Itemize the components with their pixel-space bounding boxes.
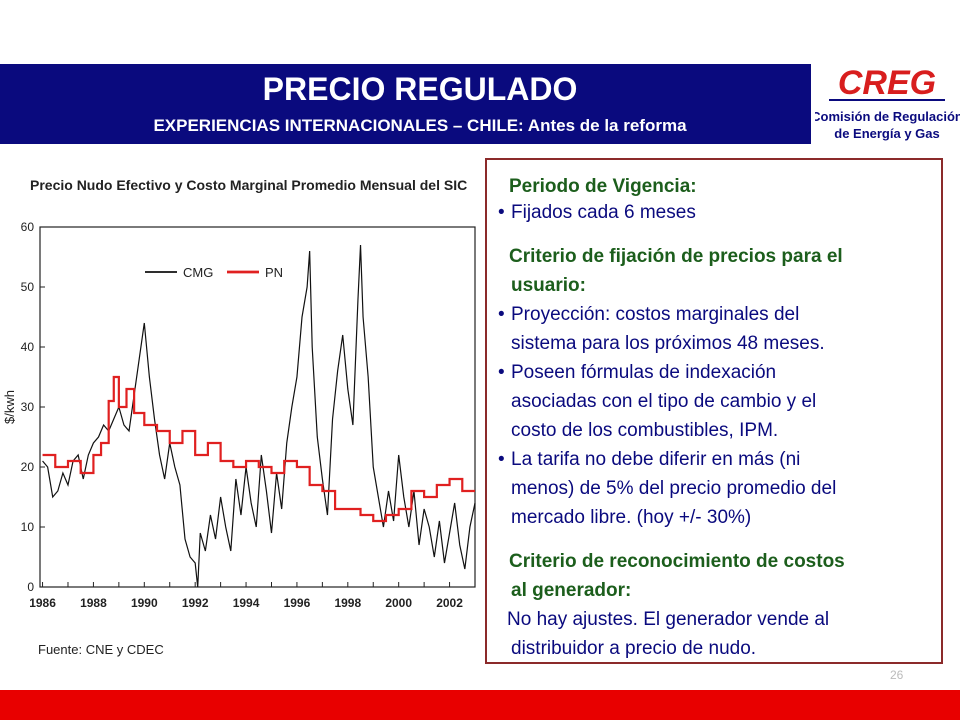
header-bar: [0, 64, 811, 144]
bullet3-line2: menos) de 5% del precio promedio del: [511, 478, 837, 499]
reconocimiento-heading-1: Criterio de reconocimiento de costos: [509, 551, 845, 572]
chart-area: Precio Nudo Efectivo y Costo Marginal Pr…: [0, 160, 482, 665]
bullet2-line2: asociadas con el tipo de cambio y el: [511, 391, 817, 412]
page-number: 26: [890, 668, 904, 682]
fijacion-heading-1: Criterio de fijación de precios para el: [509, 246, 843, 267]
x-tick-label: 2002: [436, 596, 463, 610]
price-chart: Precio Nudo Efectivo y Costo Marginal Pr…: [2, 177, 476, 657]
x-tick-label: 1996: [284, 596, 311, 610]
chart-title: Precio Nudo Efectivo y Costo Marginal Pr…: [30, 177, 467, 193]
vigencia-bullet: Fijados cada 6 meses: [511, 202, 696, 223]
bullet2-line1: Poseen fórmulas de indexación: [511, 362, 777, 383]
series-line-pn: [42, 375, 475, 523]
vigencia-heading: Periodo de Vigencia:: [509, 176, 697, 197]
bullet3-line3: mercado libre. (hoy +/- 30%): [511, 507, 752, 528]
bullet1-line2: sistema para los próximos 48 meses.: [511, 333, 825, 354]
page-subtitle: EXPERIENCIAS INTERNACIONALES – CHILE: An…: [153, 116, 687, 135]
y-tick-label: 50: [21, 280, 35, 294]
bullet1-line1: Proyección: costos marginales del: [511, 304, 800, 325]
legend-label-pn: PN: [265, 265, 283, 280]
bullet3-line1: La tarifa no debe diferir en más (ni: [511, 449, 801, 470]
bullet-glyph: •: [498, 304, 505, 325]
y-tick-label: 20: [21, 460, 35, 474]
bullet-glyph: •: [498, 449, 505, 470]
bullet-glyph: •: [498, 202, 505, 223]
series-group: [42, 244, 476, 588]
logo-line2: de Energía y Gas: [834, 126, 940, 141]
y-tick-label: 40: [21, 340, 35, 354]
x-tick-label: 1994: [233, 596, 260, 610]
logo-acronym: CREG: [838, 64, 936, 102]
chart-source: Fuente: CNE y CDEC: [38, 642, 164, 657]
creg-logo: CREG Comisión de Regulación de Energía y…: [811, 58, 960, 146]
fijacion-heading-2: usuario:: [511, 275, 586, 296]
x-tick-label: 2000: [385, 596, 412, 610]
logo-line1: Comisión de Regulación: [815, 109, 960, 124]
info-box: Periodo de Vigencia: • Fijados cada 6 me…: [485, 158, 943, 664]
y-tick-label: 0: [27, 580, 34, 594]
y-axis-label: $/kwh: [2, 390, 17, 424]
footer-bar: [0, 690, 960, 720]
bullet-glyph: •: [498, 362, 505, 383]
axis-group: 0 10 20 30 40 50 60 1986 1988 1990 1992 1994 1996 199…: [21, 220, 476, 610]
x-tick-label: 1998: [334, 596, 361, 610]
x-tick-label: 1988: [80, 596, 107, 610]
reconocimiento-line1: No hay ajustes. El generador vende al: [507, 609, 830, 630]
x-tick-label: 1990: [131, 596, 158, 610]
chart-legend: CMG PN: [145, 265, 283, 280]
reconocimiento-line2: distribuidor a precio de nudo.: [511, 638, 757, 659]
x-tick-label: 1992: [182, 596, 209, 610]
bullet2-line3: costo de los combustibles, IPM.: [511, 420, 779, 441]
y-tick-label: 60: [21, 220, 35, 234]
series-line-cmg: [42, 244, 476, 588]
y-tick-label: 30: [21, 400, 35, 414]
y-tick-label: 10: [21, 520, 35, 534]
plot-frame: [39, 226, 476, 588]
x-tick-label: 1986: [29, 596, 56, 610]
page-title: PRECIO REGULADO: [262, 71, 578, 107]
legend-label-cmg: CMG: [183, 265, 213, 280]
reconocimiento-heading-2: al generador:: [511, 580, 632, 601]
